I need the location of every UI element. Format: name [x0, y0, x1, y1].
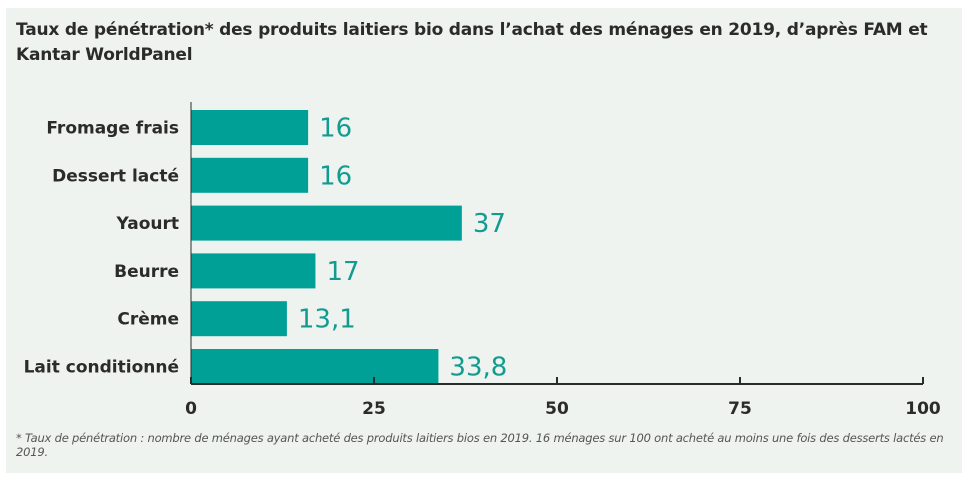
chart-panel: Taux de pénétration* des produits laitie…: [6, 8, 962, 473]
value-label: 17: [326, 257, 359, 287]
category-label: Crème: [117, 310, 179, 330]
category-label: Beurre: [114, 262, 179, 282]
value-label: 33,8: [449, 353, 507, 383]
x-tick-label: 0: [185, 399, 197, 419]
bar: [191, 253, 316, 289]
chart-title: Taux de pénétration* des produits laitie…: [16, 20, 928, 65]
value-label: 13,1: [298, 305, 356, 335]
bar: [191, 110, 309, 145]
category-label: Lait conditionné: [24, 358, 179, 378]
x-tick-label: 50: [545, 399, 569, 419]
value-label: 16: [319, 161, 352, 191]
bar: [191, 157, 309, 193]
category-label: Fromage frais: [46, 119, 179, 139]
chart-footnote: * Taux de pénétration : nombre de ménage…: [16, 431, 944, 459]
x-tick-label: 25: [362, 399, 386, 419]
category-label: Yaourt: [115, 214, 179, 234]
bar: [191, 301, 287, 337]
bar: [191, 349, 439, 384]
x-tick-label: 75: [728, 399, 752, 419]
x-tick-label: 100: [905, 399, 941, 419]
value-label: 37: [473, 209, 506, 239]
category-label: Dessert lacté: [52, 166, 179, 186]
bar: [191, 205, 462, 241]
value-label: 16: [319, 114, 352, 144]
